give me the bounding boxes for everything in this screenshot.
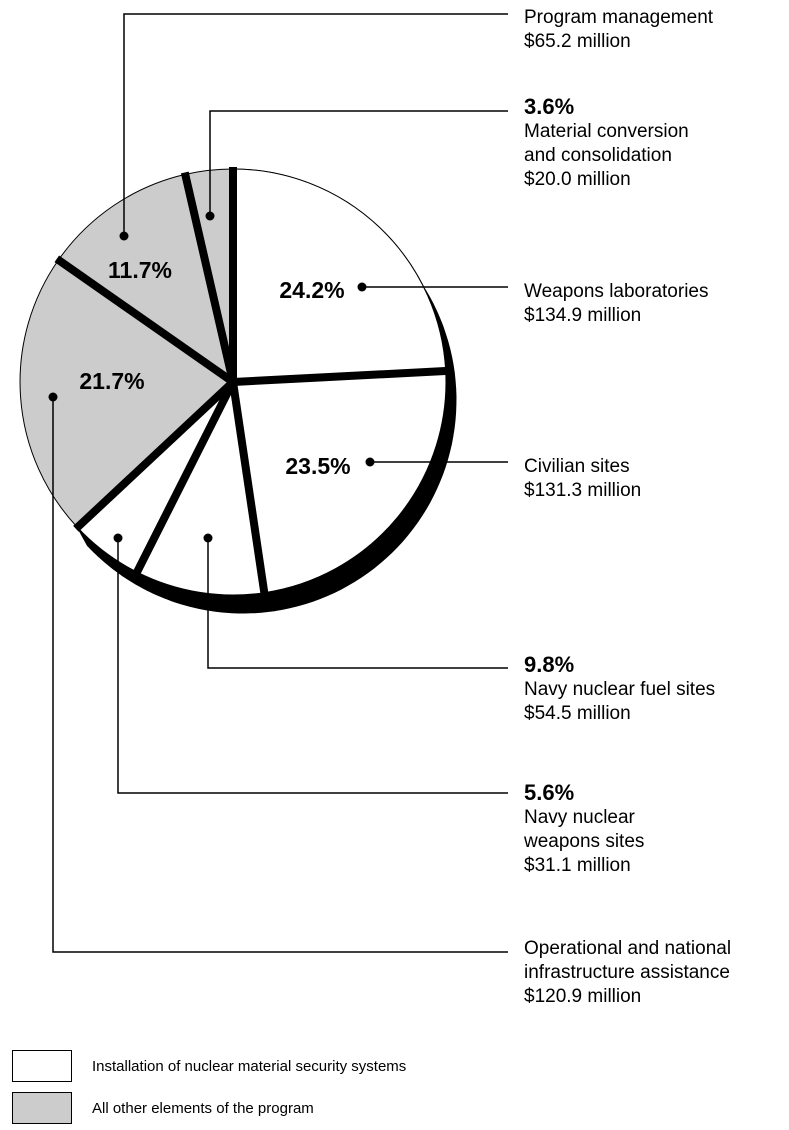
- label-program-mgmt: Program management $65.2 million: [524, 6, 713, 54]
- label-weapons-labs: Weapons laboratories $134.9 million: [524, 280, 708, 328]
- label-operational-amount: $120.9 million: [524, 986, 642, 1007]
- slice-separator: [232, 366, 448, 386]
- leader-dot-civilian: [365, 457, 375, 467]
- legend-swatch-other: [12, 1092, 72, 1124]
- slice-separator: [229, 381, 269, 596]
- slice-weapons_labs: [232, 168, 447, 383]
- slice-pct-program_mgmt: 11.7%: [108, 257, 172, 283]
- label-navy-fuel-pct: 9.8%: [524, 652, 575, 677]
- slice-program_mgmt: [57, 173, 234, 384]
- label-material-conversion: 3.6% Material conversion and consolidati…: [524, 94, 689, 192]
- leader-line-navy_weapons: [117, 538, 508, 794]
- label-navy-fuel-amount: $54.5 million: [524, 703, 631, 724]
- label-navy-weapons-name-2: weapons sites: [524, 831, 645, 852]
- legend-label-other: All other elements of the program: [92, 1100, 314, 1117]
- label-civilian-name: Civilian sites: [524, 456, 630, 477]
- label-material-conversion-name-1: Material conversion: [524, 121, 689, 142]
- slice-pct-operational: 21.7%: [79, 368, 144, 394]
- leader-dot-navy_fuel: [203, 533, 213, 543]
- label-navy-weapons-name-1: Navy nuclear: [524, 807, 635, 828]
- slice-separator: [54, 255, 236, 386]
- slice-operational: [19, 259, 234, 529]
- label-program-mgmt-name: Program management: [524, 7, 714, 28]
- label-navy-fuel-name: Navy nuclear fuel sites: [524, 679, 716, 700]
- leader-dot-material_conv: [205, 211, 215, 221]
- label-material-conversion-amount: $20.0 million: [524, 169, 631, 190]
- label-operational-name-1: Operational and national: [524, 938, 732, 959]
- slice-pct-civilian: 23.5%: [285, 453, 350, 479]
- label-operational: Operational and national infrastructure …: [524, 937, 731, 1009]
- leader-line-program_mgmt: [123, 13, 508, 236]
- label-navy-fuel: 9.8% Navy nuclear fuel sites $54.5 milli…: [524, 652, 715, 726]
- leader-dot-weapons_labs: [357, 282, 367, 292]
- label-program-mgmt-amount: $65.2 million: [524, 31, 631, 52]
- leader-line-material_conv: [209, 110, 508, 216]
- leader-dot-program_mgmt: [119, 231, 129, 241]
- leader-dot-navy_weapons: [113, 533, 123, 543]
- label-weapons-labs-amount: $134.9 million: [524, 305, 642, 326]
- leader-line-navy_fuel: [207, 538, 508, 669]
- slice-separator: [180, 171, 237, 383]
- label-navy-weapons: 5.6% Navy nuclear weapons sites $31.1 mi…: [524, 780, 644, 878]
- label-civilian: Civilian sites $131.3 million: [524, 455, 641, 503]
- label-material-conversion-name-2: and consolidation: [524, 145, 672, 166]
- legend-label-installation: Installation of nuclear material securit…: [92, 1058, 407, 1075]
- label-weapons-labs-name: Weapons laboratories: [524, 281, 709, 302]
- label-operational-name-2: infrastructure assistance: [524, 962, 730, 983]
- slice-navy_fuel: [136, 380, 265, 596]
- slice-separator: [73, 379, 236, 532]
- label-navy-weapons-amount: $31.1 million: [524, 855, 631, 876]
- slice-civilian: [232, 370, 447, 594]
- leader-line-operational: [52, 397, 508, 953]
- label-navy-weapons-pct: 5.6%: [524, 780, 575, 805]
- leader-dot-operational: [48, 392, 58, 402]
- slice-separator: [132, 380, 237, 576]
- legend-swatch-installation: [12, 1050, 72, 1082]
- label-material-conversion-pct: 3.6%: [524, 94, 575, 119]
- label-civilian-amount: $131.3 million: [524, 480, 642, 501]
- slice-pct-weapons_labs: 24.2%: [279, 277, 344, 303]
